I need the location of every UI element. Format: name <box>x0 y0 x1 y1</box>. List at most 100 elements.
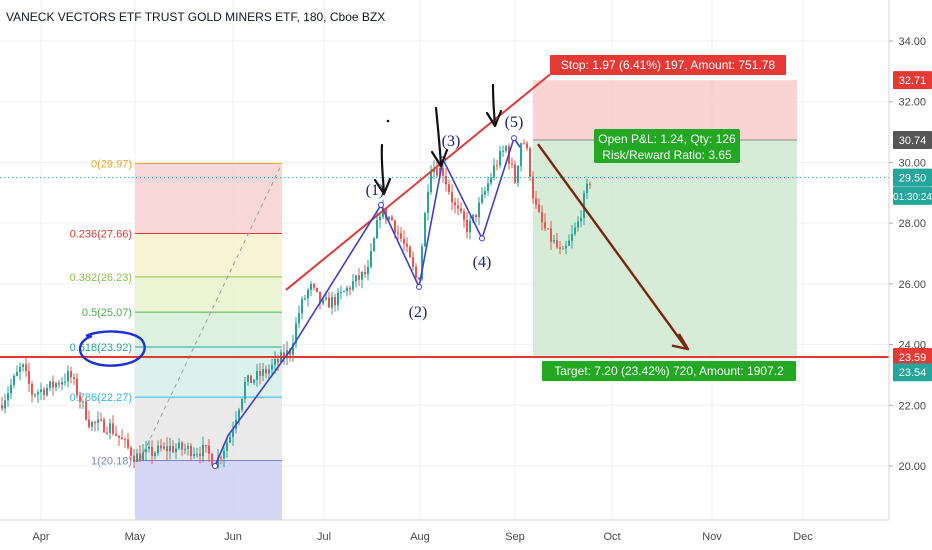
price-tag-0: 32.71 <box>893 71 932 90</box>
candle-body-115 <box>346 287 348 292</box>
candle-body-167 <box>502 150 504 152</box>
candle-body-174 <box>523 143 525 145</box>
candle-body-44 <box>133 455 135 462</box>
rr-label: Risk/Reward Ratio: 3.65 <box>602 148 732 162</box>
candle-body-10 <box>31 383 33 395</box>
candle-body-100 <box>301 298 303 314</box>
candle-body-45 <box>136 453 138 462</box>
price-tag-5-bg <box>893 363 932 382</box>
candle-body-4 <box>13 375 15 385</box>
candle-body-105 <box>316 287 318 292</box>
fib-trend-line <box>139 163 283 461</box>
candle-body-33 <box>100 419 102 421</box>
candle-body-50 <box>151 447 153 456</box>
target-label: Target: 7.20 (23.42%) 720, Amount: 1907.… <box>542 361 796 381</box>
fibonacci-retracement[interactable]: 0(29.97) 0.236(27.66) 0.382(26.23) 0.5(25.0… <box>70 158 283 520</box>
candle-body-57 <box>172 445 174 453</box>
price-tag-5-text: 23.54 <box>899 367 927 379</box>
candle-body-13 <box>40 389 42 393</box>
candle-body-104 <box>313 284 315 288</box>
candle-body-60 <box>181 442 183 450</box>
wave-point-4 <box>479 235 485 242</box>
candle-body-42 <box>127 439 129 448</box>
candle-body-6 <box>19 366 21 372</box>
candle-body-98 <box>295 323 297 344</box>
candle-body-116 <box>349 287 351 290</box>
short-position-tool[interactable]: Stop: 1.97 (6.41%) 197, Amount: 751.78 Op… <box>533 55 797 381</box>
y-tick-label-3: 26.00 <box>898 279 926 291</box>
candle-body-68 <box>205 444 207 446</box>
candle-body-190 <box>571 233 573 241</box>
candle-body-2 <box>7 393 9 401</box>
candle-body-131 <box>394 220 396 233</box>
candle-body-92 <box>277 359 279 363</box>
candle-body-182 <box>547 228 549 230</box>
candle-body-126 <box>379 216 381 221</box>
hand-arrow-head-0 <box>373 177 392 196</box>
candle-body-187 <box>562 248 564 250</box>
candle-body-66 <box>199 453 201 457</box>
candle-body-165 <box>496 165 498 167</box>
candle-body-34 <box>103 419 105 433</box>
x-tick-label-4: Aug <box>410 531 430 543</box>
candle-body-158 <box>475 214 477 218</box>
candle-body-24 <box>73 377 75 379</box>
candle-body-114 <box>343 291 345 293</box>
upper-trendline[interactable] <box>285 73 551 291</box>
x-tick-label-0: Apr <box>32 531 49 543</box>
candle-body-145 <box>436 168 438 176</box>
price-tag-4-text: 23.59 <box>899 352 927 364</box>
candle-body-177 <box>532 176 534 199</box>
candle-body-69 <box>208 445 210 454</box>
projection-arrow-shaft[interactable] <box>537 143 687 349</box>
candle-body-118 <box>355 275 357 282</box>
candle-body-47 <box>142 452 144 461</box>
fib-band-2 <box>135 276 282 313</box>
candle-body-8 <box>25 364 27 371</box>
candle-body-77 <box>232 429 234 438</box>
wave-point-0 <box>212 463 218 469</box>
candle-body-87 <box>262 368 264 376</box>
candle-body-63 <box>190 445 192 457</box>
candle-body-14 <box>43 389 45 396</box>
candle-body-53 <box>160 445 162 449</box>
highlight-ellipse <box>78 330 146 367</box>
fib-band-extension <box>135 460 282 520</box>
candle-body-51 <box>154 453 156 456</box>
candle-body-140 <box>421 246 423 280</box>
wave-label-4: (5) <box>505 114 524 131</box>
y-tick-label-4: 28.00 <box>898 218 926 230</box>
stop-label-text: Stop: 1.97 (6.41%) 197, Amount: 751.78 <box>561 58 775 72</box>
candle-body-37 <box>112 423 114 434</box>
candle-body-15 <box>46 387 48 396</box>
candle-body-148 <box>445 176 447 185</box>
candle-body-74 <box>223 450 225 459</box>
candle-body-164 <box>493 165 495 178</box>
candle-body-72 <box>217 457 219 468</box>
fib-label-1: 0.236(27.66) <box>70 228 132 240</box>
candle-body-75 <box>226 442 228 451</box>
candle-body-117 <box>352 281 354 290</box>
drawings-layer[interactable]: (1)(2)(3)(4)(5) <box>0 73 889 469</box>
candle-body-162 <box>487 183 489 191</box>
wave-label-2: (3) <box>442 133 461 150</box>
candle-body-152 <box>457 205 459 209</box>
candle-body-141 <box>424 212 426 247</box>
candle-body-1 <box>4 400 6 409</box>
candle-body-28 <box>85 401 87 420</box>
hand-arrow-head-2 <box>485 109 503 128</box>
candle-body-191 <box>574 227 576 234</box>
candle-body-110 <box>331 297 333 308</box>
candle-body-65 <box>196 453 198 455</box>
pnl-box-bg <box>594 129 740 163</box>
candle-body-171 <box>514 164 516 183</box>
candle-body-144 <box>433 168 435 173</box>
candle-body-32 <box>97 419 99 423</box>
candle-body-84 <box>253 379 255 383</box>
candle-body-61 <box>184 448 186 450</box>
x-tick-label-7: Nov <box>702 531 722 543</box>
candle-body-184 <box>553 240 555 242</box>
candle-body-143 <box>430 172 432 193</box>
candle-body-96 <box>289 350 291 355</box>
